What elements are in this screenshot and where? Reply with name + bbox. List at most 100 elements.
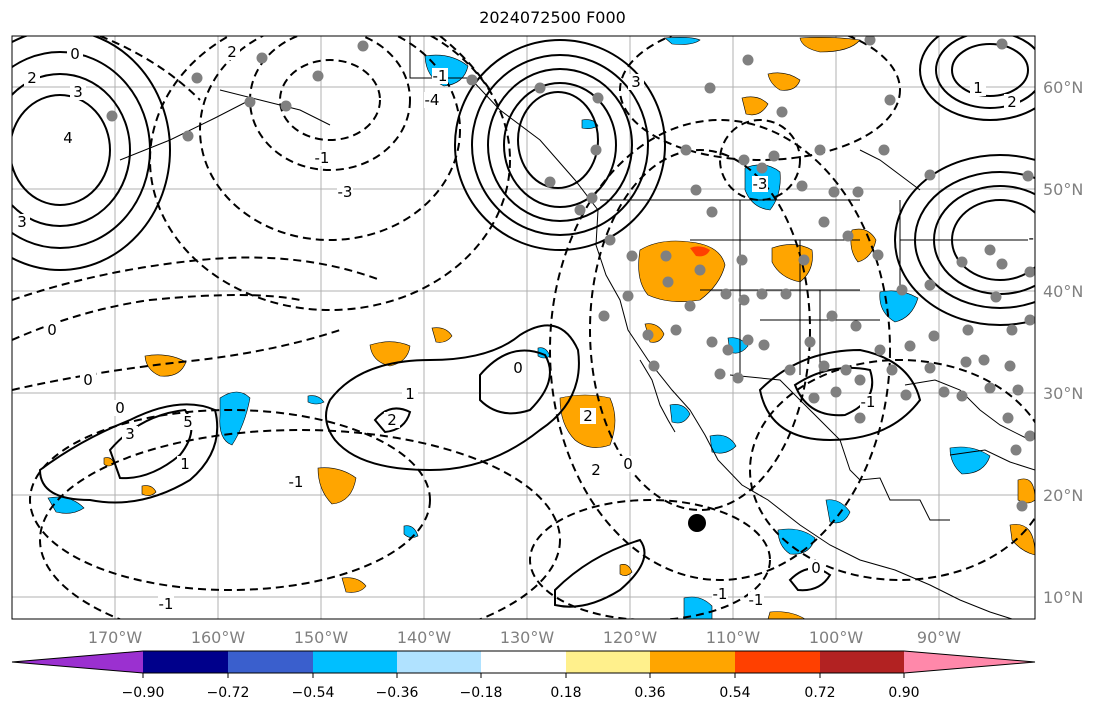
lon-label: 150°W (294, 628, 349, 647)
contour-label: 0 (811, 559, 821, 577)
station-dot (244, 96, 256, 108)
station-dot (182, 130, 194, 142)
dashed-contours (12, 36, 1035, 619)
station-dot (900, 389, 912, 401)
contour-label-bg (588, 462, 604, 478)
contour-label: 3 (631, 73, 641, 91)
station-markers (106, 36, 1035, 512)
contour-label: -1 (315, 149, 330, 167)
station-dot (722, 344, 734, 356)
contour-label: -1 (749, 591, 764, 609)
station-dot (776, 106, 788, 118)
station-dot (960, 356, 972, 368)
station-dot (904, 340, 916, 352)
station-dot (826, 310, 838, 322)
colorbar-swatch (228, 651, 313, 673)
contour-label-bg (112, 400, 128, 416)
contour-label-bg (14, 214, 30, 230)
map-title: 2024072500 F000 (479, 8, 626, 27)
lat-label: 30°N (1043, 384, 1083, 403)
station-dot (280, 100, 292, 112)
contour-label-bg (224, 44, 240, 60)
contour-label: 1 (180, 455, 190, 473)
station-dot (586, 192, 598, 204)
station-dot (256, 52, 268, 64)
contour-label-bg (314, 150, 330, 166)
colorbar-tick-label: −0.90 (122, 685, 165, 701)
contour-label: 2 (583, 407, 593, 425)
colorbar-swatch (313, 651, 397, 673)
contour-label-bg (1004, 94, 1020, 110)
lat-label: 50°N (1043, 180, 1083, 199)
colorbar-swatch (397, 651, 481, 673)
station-dot (574, 204, 586, 216)
station-dot (738, 294, 750, 306)
contour-label-bg (158, 596, 174, 612)
lon-label: 130°W (500, 628, 555, 647)
station-dot (924, 362, 936, 374)
station-dot (357, 40, 369, 52)
colorbar-tick-label: 0.90 (888, 685, 919, 701)
station-dot (670, 324, 682, 336)
latitude-labels: 60°N 50°N 40°N 30°N 20°N 10°N (1043, 78, 1083, 607)
station-dot (106, 110, 118, 122)
contour-label-bg (808, 560, 824, 576)
station-dot (784, 364, 796, 376)
colorbar (11, 650, 1036, 674)
station-dot (978, 354, 990, 366)
station-dot (680, 144, 692, 156)
station-dot (886, 364, 898, 376)
colorbar-swatch (143, 651, 228, 673)
colorbar-swatch (735, 651, 820, 673)
lat-label: 40°N (1043, 282, 1083, 301)
plot-frame (11, 35, 1036, 620)
lon-label: 90°W (917, 628, 961, 647)
contour-label-bg (1028, 230, 1035, 246)
station-dot (830, 386, 842, 398)
station-dot (466, 74, 478, 86)
contour-label: 1 (973, 79, 983, 97)
contour-label: -4 (425, 91, 440, 109)
station-dot (804, 336, 816, 348)
contour-label-bg (337, 184, 353, 200)
contour-label: 0 (47, 321, 57, 339)
station-dot (642, 329, 654, 341)
station-dot (191, 72, 203, 84)
colorbar-tick-label: −0.72 (207, 685, 250, 701)
station-dot (956, 256, 968, 268)
station-dot (1024, 314, 1035, 326)
station-dot (938, 386, 950, 398)
contour-label: 3 (17, 213, 27, 231)
station-dot (312, 70, 324, 82)
station-dot (854, 374, 866, 386)
contour-label-bg (620, 456, 636, 472)
lon-label: 160°W (191, 628, 246, 647)
contour-label: -2 (1029, 229, 1044, 247)
colorbar-swatch (650, 651, 735, 673)
colorbar-tick-labels: −0.90 −0.72 −0.54 −0.36 −0.18 0.18 0.36 0.54 0.7… (122, 673, 920, 701)
contour-label-bg (67, 46, 83, 62)
lat-label: 20°N (1043, 486, 1083, 505)
station-dot (1004, 360, 1016, 372)
contour-label-bg (752, 176, 768, 192)
station-dot (1024, 266, 1035, 278)
lat-label: 60°N (1043, 78, 1083, 97)
station-dot (984, 382, 996, 394)
contour-label-bg (288, 474, 304, 490)
station-dot (738, 154, 750, 166)
contour-label: 1 (405, 385, 415, 403)
station-dot (928, 330, 940, 342)
station-dot (808, 392, 820, 404)
colorbar-swatch (566, 651, 650, 673)
contour-label-bg (70, 84, 86, 100)
station-dot (1012, 384, 1024, 396)
lat-label: 10°N (1043, 588, 1083, 607)
station-dot (720, 288, 732, 300)
contour-label: 0 (513, 359, 523, 377)
station-dot (684, 300, 696, 312)
station-dot (818, 216, 830, 228)
station-dot (828, 186, 840, 198)
station-dot (956, 390, 968, 402)
